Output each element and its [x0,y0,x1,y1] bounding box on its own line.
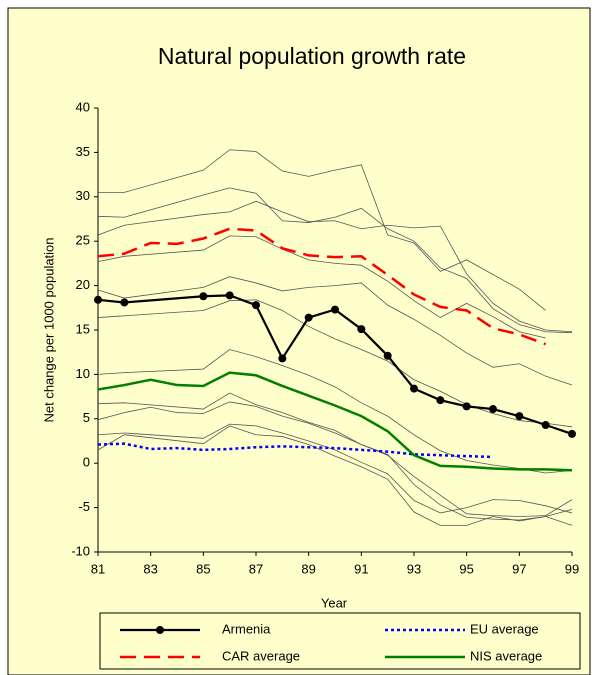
series-line [97,423,573,514]
y-tick-label: -5 [78,499,90,514]
series-marker [383,351,392,360]
x-tick-label: 91 [354,561,368,576]
series-line [97,425,573,526]
y-tick-label: 15 [76,321,90,336]
y-tick-label: 5 [83,410,90,425]
y-tick-label: 0 [83,455,90,470]
series-marker [120,298,129,307]
series-marker [304,313,313,322]
legend-label: Armenia [222,621,271,636]
series-line [97,187,573,334]
series-line [97,442,494,459]
y-tick-label: 35 [76,144,90,159]
series-marker [462,402,471,411]
y-tick-label: 30 [76,188,90,203]
x-tick-label: 83 [143,561,157,576]
series-line [97,276,573,386]
legend-label: NIS average [470,648,542,663]
series-marker [436,396,445,405]
series-marker [94,295,102,304]
series-marker [489,405,497,414]
x-tick-label: 89 [301,561,315,576]
series-line [98,149,546,311]
x-tick-label: 95 [459,561,473,576]
x-tick-label: 97 [512,561,526,576]
series-marker [225,291,234,300]
legend-label: CAR average [222,648,300,663]
series-marker [541,421,550,430]
series-line [97,299,573,428]
x-tick-label: 87 [249,561,263,576]
series-line [97,401,573,521]
y-tick-label: 20 [76,277,90,292]
series-line [97,371,573,472]
y-tick-label: 40 [76,99,90,114]
series-marker [568,429,576,438]
x-tick-label: 99 [565,561,579,576]
series-line [97,200,573,333]
chart-title: Natural population growth rate [158,43,466,69]
series-marker [331,305,339,314]
series-line [97,227,547,346]
y-tick-label: 25 [76,233,90,248]
series-marker [357,325,366,334]
y-axis-label: Net change per 1000 population [41,237,56,422]
series-marker [410,384,418,393]
legend-marker [156,626,164,634]
series-marker [252,301,260,310]
x-axis-label: Year [321,595,348,610]
y-tick-label: 10 [76,366,90,381]
x-tick-label: 85 [196,561,210,576]
legend-label: EU average [470,621,539,636]
series-marker [278,354,287,363]
x-tick-label: 81 [91,561,105,576]
series-line [97,349,573,474]
series-marker [515,412,524,421]
chart-background [7,7,591,675]
legend-box [99,612,581,670]
series-marker [199,292,208,301]
series-line [97,235,546,339]
x-tick-label: 93 [407,561,421,576]
y-tick-label: -10 [71,543,90,558]
